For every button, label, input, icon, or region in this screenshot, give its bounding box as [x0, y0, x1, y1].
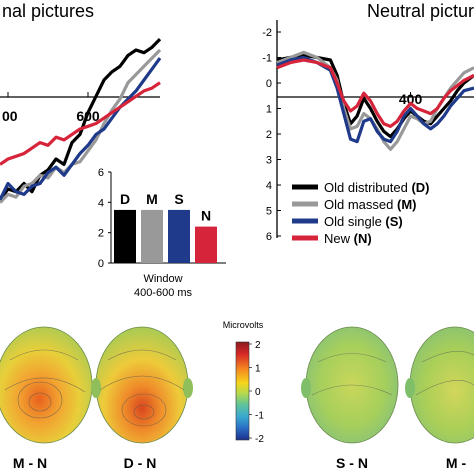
- right-panel-title: Neutral pictur: [367, 1, 474, 21]
- legend: Old distributed (D) Old massed (M) Old sin…: [292, 180, 429, 246]
- right-series-old-distributed: [276, 53, 474, 139]
- colorbar: Microvolts 2 1 0 -1 -2: [223, 320, 265, 445]
- right-y-tick-label: 1: [266, 104, 272, 116]
- bar-y-tick-label: 0: [98, 258, 104, 270]
- topomap-m-n: M - N: [0, 326, 93, 471]
- right-y-tick-label: 5: [266, 206, 272, 218]
- right-y-tick-label: 4: [266, 180, 272, 192]
- legend-code: (M): [397, 197, 417, 212]
- right-series-new: [276, 58, 474, 128]
- legend-label: Old distributed (D): [324, 180, 429, 195]
- left-series-old-massed: [0, 48, 162, 204]
- colorbar-title: Microvolts: [223, 320, 264, 330]
- emotional-erp-panel: 00 600: [0, 37, 162, 204]
- bar-d: [114, 209, 136, 263]
- topomap-label-s-n: S - N: [336, 455, 368, 471]
- topomap-s-n: S - N: [301, 326, 399, 471]
- topomap-label-m-right: M -: [446, 455, 467, 471]
- left-series-old-single: [0, 57, 162, 201]
- bar-s: [168, 209, 190, 263]
- topomap-label-d-n: D - N: [124, 455, 157, 471]
- legend-label: New (N): [324, 231, 372, 246]
- bar-m: [141, 209, 163, 263]
- neutral-erp-panel: -2 -1 0 1 2 3 4 5 6 400: [262, 20, 474, 243]
- left-x-tick-label: 00: [2, 108, 18, 124]
- legend-code: (N): [354, 231, 372, 246]
- bar-xlabel-2: 400-600 ms: [134, 287, 193, 299]
- bar-y-tick-label: 6: [98, 167, 104, 179]
- bar-label-m: M: [146, 191, 158, 207]
- topomap-d-n: D - N: [91, 326, 193, 471]
- right-x-tick-label: 400: [399, 91, 423, 107]
- colorbar-scale: [235, 341, 250, 441]
- window-bar-chart: 0 2 4 6 D M S N Window 400-600 ms: [98, 167, 226, 299]
- right-y-tick-label: 2: [266, 129, 272, 141]
- legend-code: (S): [385, 214, 402, 229]
- topomap-m-n-right: M -: [405, 326, 474, 471]
- right-y-tick-label: 0: [266, 78, 272, 90]
- bar-y-tick-label: 4: [98, 197, 104, 209]
- right-y-tick-label: 3: [266, 155, 272, 167]
- colorbar-tick-label: 0: [255, 387, 261, 398]
- right-y-tick-label: 6: [266, 231, 272, 243]
- legend-label: Old single (S): [324, 214, 403, 229]
- bar-y-tick-label: 2: [98, 228, 104, 240]
- bar-xlabel: Window: [143, 273, 182, 285]
- right-series-old-massed: [276, 50, 474, 151]
- bar-label-n: N: [201, 208, 211, 224]
- bar-n: [195, 226, 217, 263]
- topomap-label-m-n: M - N: [13, 455, 47, 471]
- colorbar-tick-label: 2: [255, 340, 261, 351]
- bar-label-d: D: [120, 191, 130, 207]
- left-series-new: [0, 81, 161, 166]
- right-y-tick-label: -1: [262, 53, 272, 65]
- colorbar-tick-label: -1: [255, 411, 264, 422]
- colorbar-tick-label: 1: [255, 364, 261, 375]
- colorbar-tick-label: -2: [255, 434, 264, 445]
- left-panel-title: nal pictures: [2, 1, 94, 21]
- bar-label-s: S: [174, 191, 183, 207]
- legend-label: Old massed (M): [324, 197, 416, 212]
- legend-code: (D): [411, 180, 429, 195]
- right-y-tick-label: -2: [262, 27, 272, 39]
